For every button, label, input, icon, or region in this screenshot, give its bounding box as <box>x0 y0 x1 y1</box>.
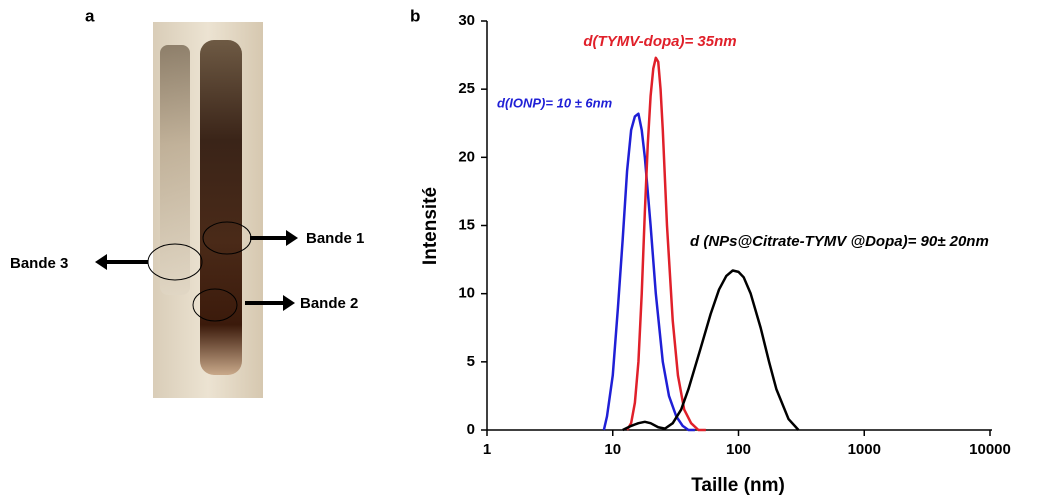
lane <box>200 40 242 375</box>
lane <box>160 45 190 295</box>
x-tick-label: 10000 <box>969 441 1011 458</box>
y-tick-label: 5 <box>467 353 475 370</box>
annotation: d (NPs@Citrate-TYMV @Dopa)= 90± 20nm <box>690 233 989 250</box>
x-tick-label: 100 <box>726 441 751 458</box>
arrow <box>95 254 148 270</box>
x-tick-label: 10 <box>604 441 621 458</box>
panel-label: b <box>410 6 420 25</box>
y-tick-label: 25 <box>458 80 475 97</box>
y-tick-label: 0 <box>467 421 475 438</box>
y-tick-label: 15 <box>458 216 475 233</box>
chart: b Taille (nm) Intensité 0 5 10 15 20 25 30 1 10 1… <box>410 6 1011 496</box>
panel-label: a <box>85 6 95 25</box>
data-line <box>622 269 800 432</box>
band-label: Bande 1 <box>306 230 364 247</box>
gel-photo: Bande 1 Bande 2 Bande 3 a <box>10 6 364 398</box>
x-tick-label: 1 <box>483 441 491 458</box>
y-tick-label: 30 <box>458 12 475 29</box>
band-circle <box>192 288 238 322</box>
annotation: d(TYMV-dopa)= 35nm <box>583 33 736 50</box>
annotation: d(IONP)= 10 ± 6nm <box>497 95 613 110</box>
data-line <box>602 112 695 432</box>
y-axis-label: Intensité <box>420 187 441 265</box>
y-tick-label: 10 <box>458 285 475 302</box>
x-axis-label: Taille (nm) <box>691 475 785 496</box>
arrow <box>245 295 295 311</box>
x-tick-label: 1000 <box>848 441 881 458</box>
arrow <box>250 230 298 246</box>
y-tick-label: 20 <box>458 148 475 165</box>
band-label: Bande 2 <box>300 295 358 312</box>
band-label: Bande 3 <box>10 255 68 272</box>
